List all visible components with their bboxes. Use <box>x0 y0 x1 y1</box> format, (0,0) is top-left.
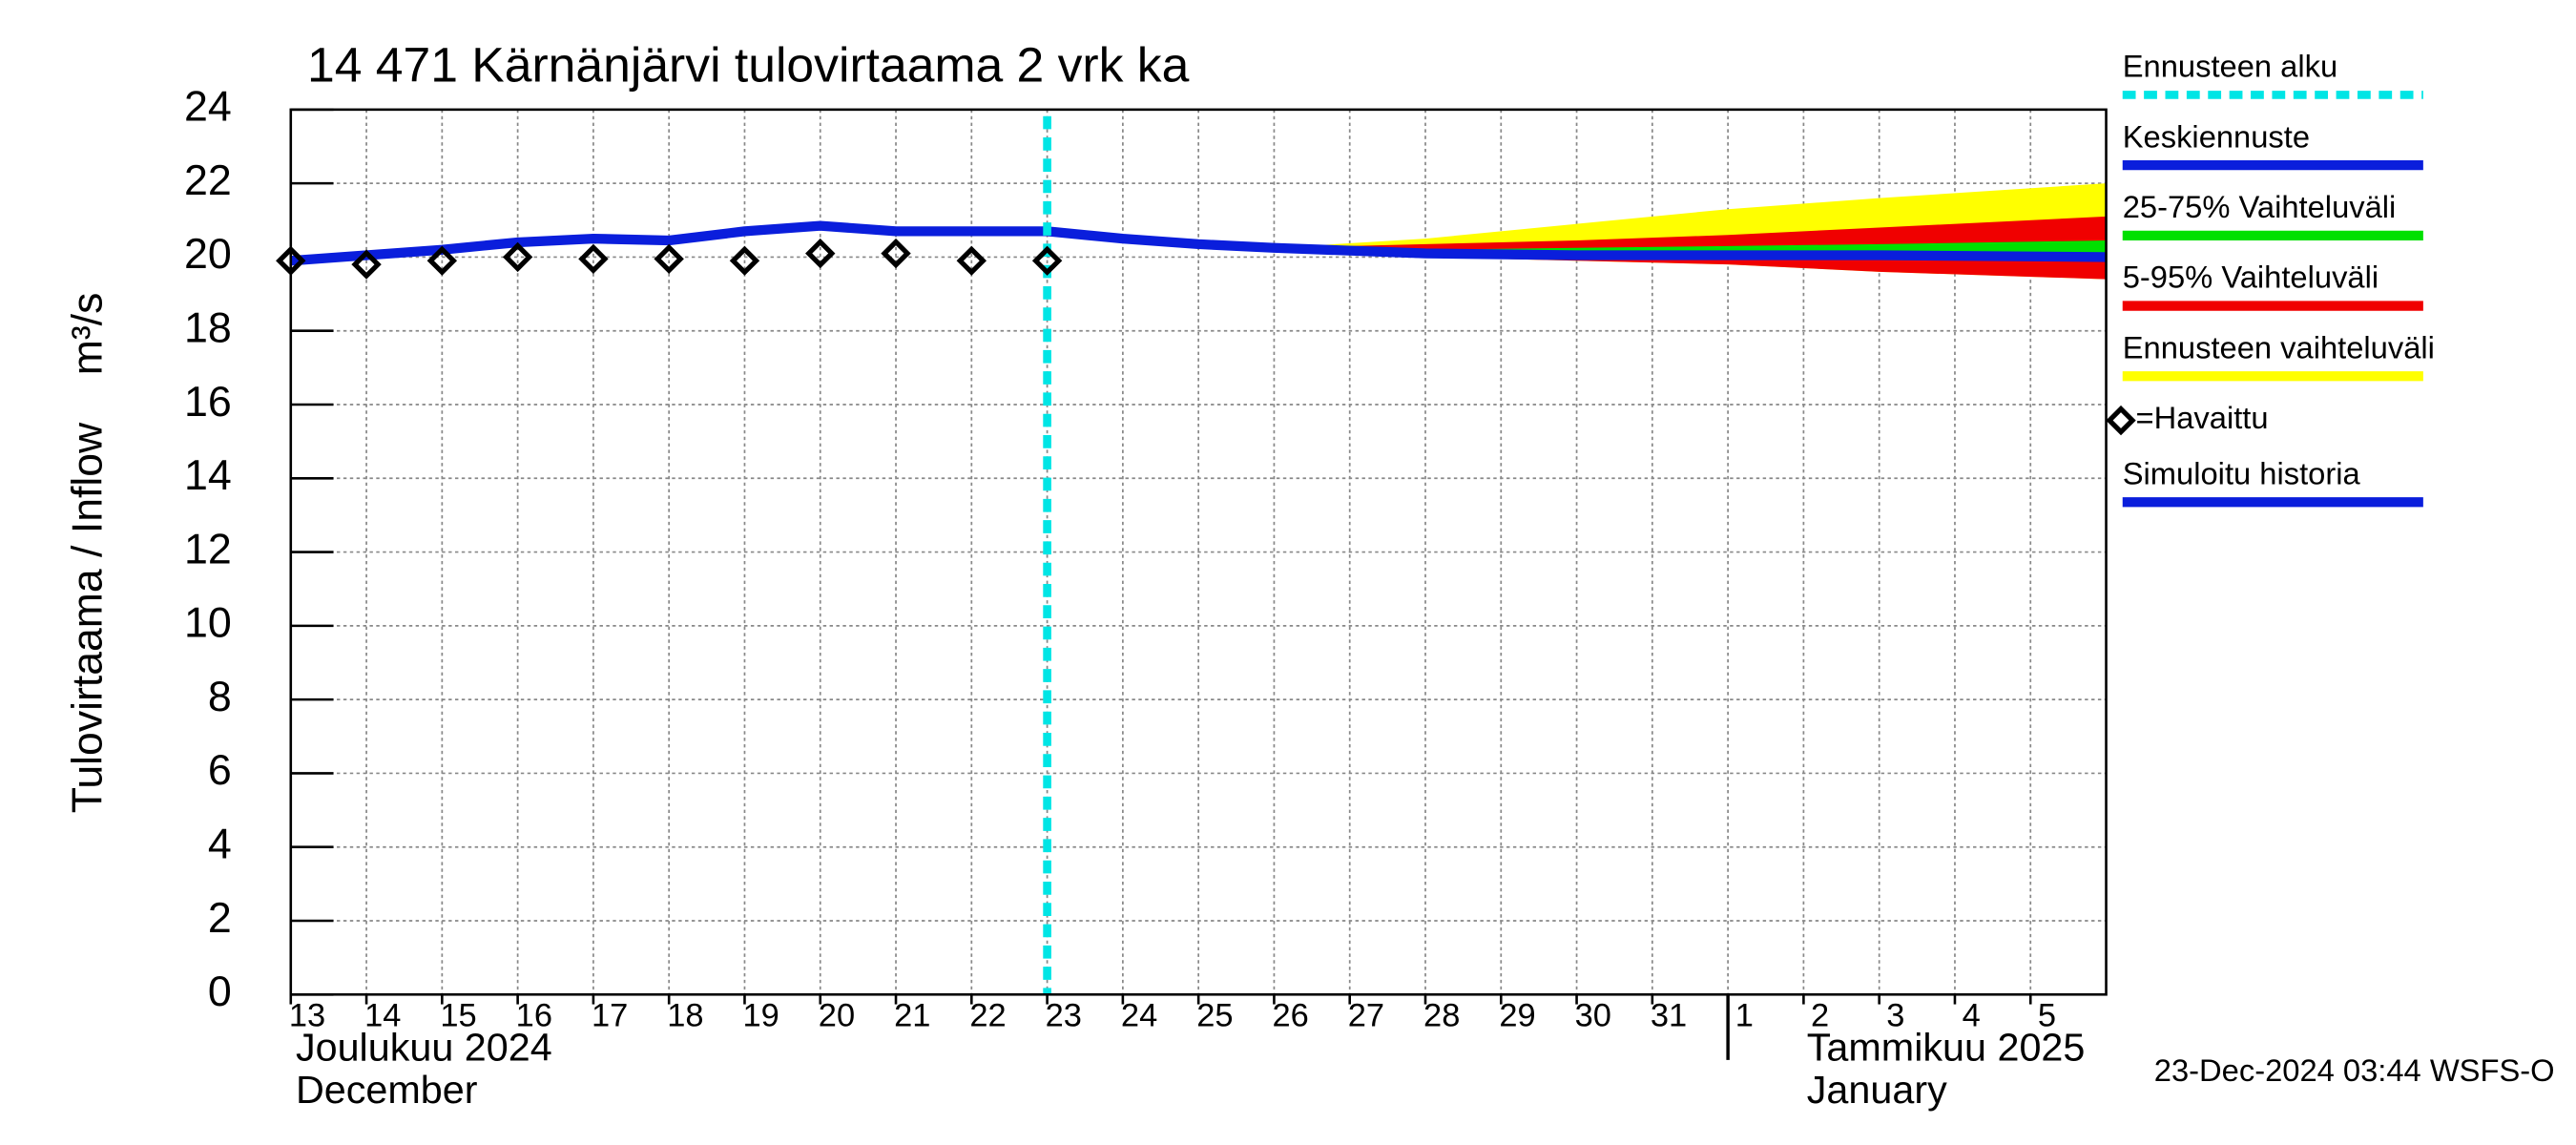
y-tick-label: 22 <box>184 157 232 204</box>
x-tick-label: 23 <box>1046 997 1082 1033</box>
x-tick-label: 20 <box>819 997 855 1033</box>
legend-label: Ennusteen alku <box>2123 49 2337 84</box>
x-tick-label: 18 <box>667 997 703 1033</box>
observed-marker <box>502 241 533 273</box>
x-tick-label: 24 <box>1121 997 1157 1033</box>
x-tick-label: 13 <box>289 997 325 1033</box>
chart-title: 14 471 Kärnänjärvi tulovirtaama 2 vrk ka <box>307 37 1190 93</box>
month-label-en: December <box>296 1068 478 1112</box>
x-tick-label: 19 <box>743 997 779 1033</box>
x-tick-label: 26 <box>1273 997 1309 1033</box>
y-tick-label: 8 <box>208 674 232 720</box>
x-tick-label: 31 <box>1651 997 1687 1033</box>
x-tick-label: 14 <box>364 997 401 1033</box>
month-label: Tammikuu 2025 <box>1807 1026 2086 1070</box>
y-tick-label: 16 <box>184 379 232 426</box>
y-tick-label: 0 <box>208 968 232 1015</box>
x-tick-label: 4 <box>1963 997 1981 1033</box>
observed-marker <box>881 238 911 269</box>
month-label: Joulukuu 2024 <box>296 1026 552 1070</box>
y-tick-label: 18 <box>184 305 232 352</box>
x-tick-label: 30 <box>1575 997 1611 1033</box>
x-tick-label: 1 <box>1735 997 1754 1033</box>
y-tick-label: 24 <box>184 84 232 131</box>
observed-marker <box>956 245 987 276</box>
x-tick-label: 25 <box>1196 997 1233 1033</box>
x-tick-label: 15 <box>440 997 476 1033</box>
timestamp: 23-Dec-2024 03:44 WSFS-O <box>2154 1052 2555 1088</box>
x-tick-label: 2 <box>1811 997 1829 1033</box>
y-axis-label: Tulovirtaama / Inflow m³/s <box>64 293 111 814</box>
observed-marker <box>426 245 458 276</box>
y-tick-label: 2 <box>208 895 232 942</box>
x-tick-label: 29 <box>1499 997 1535 1033</box>
series-line <box>290 220 1048 266</box>
x-tick-label: 3 <box>1886 997 1904 1033</box>
x-tick-label: 5 <box>2038 997 2056 1033</box>
month-label-en: January <box>1807 1068 1947 1112</box>
legend-label: Simuloitu historia <box>2123 456 2361 491</box>
x-tick-label: 27 <box>1348 997 1384 1033</box>
observed-marker <box>1031 245 1063 276</box>
y-tick-label: 10 <box>184 600 232 647</box>
series-line <box>1047 226 2107 262</box>
x-tick-label: 17 <box>592 997 628 1033</box>
x-tick-label: 28 <box>1423 997 1460 1033</box>
observed-marker <box>729 245 760 276</box>
y-tick-label: 4 <box>208 822 232 868</box>
legend-label: 25-75% Vaihteluväli <box>2123 189 2397 224</box>
legend-label: 5-95% Vaihteluväli <box>2123 260 2379 295</box>
legend-label: Ennusteen vaihteluväli <box>2123 330 2435 365</box>
legend-label: Keskiennuste <box>2123 118 2310 154</box>
y-tick-label: 20 <box>184 231 232 278</box>
observed-marker <box>654 243 684 274</box>
plot-area <box>276 115 2107 995</box>
y-tick-label: 12 <box>184 526 232 572</box>
observed-marker <box>578 243 609 274</box>
x-tick-label: 21 <box>894 997 930 1033</box>
legend-label: =Havaittu <box>2136 400 2269 435</box>
plot-frame <box>289 108 2108 996</box>
observed-marker <box>351 249 382 280</box>
y-tick-label: 6 <box>208 747 232 794</box>
x-tick-label: 22 <box>969 997 1006 1033</box>
x-tick-label: 16 <box>516 997 552 1033</box>
y-tick-label: 14 <box>184 452 232 499</box>
observed-marker <box>805 238 836 269</box>
legend-marker <box>2106 405 2136 436</box>
